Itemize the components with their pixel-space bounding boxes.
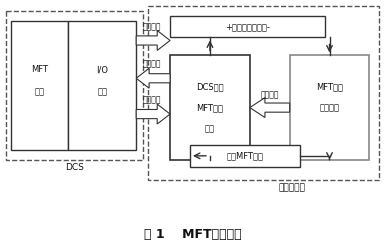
Text: 硬跳闸回路: 硬跳闸回路 (278, 183, 305, 192)
Text: 就地设备: 就地设备 (143, 22, 161, 31)
Bar (148, 6, 379, 180)
Text: 图 1    MFT跳闸回路: 图 1 MFT跳闸回路 (144, 228, 242, 241)
Bar (190, 145, 300, 167)
Text: I/O: I/O (96, 65, 108, 74)
Bar (6, 11, 143, 160)
Text: 就地信号: 就地信号 (143, 60, 161, 69)
Text: 就地设备: 就地设备 (261, 90, 279, 99)
Text: DCS输出: DCS输出 (196, 82, 224, 91)
Text: 模件: 模件 (97, 87, 107, 96)
Text: MFT继电: MFT继电 (196, 103, 223, 112)
Polygon shape (136, 68, 170, 88)
Text: MFT跳闸: MFT跳闸 (316, 82, 343, 91)
Text: 继电器组: 继电器组 (320, 103, 340, 112)
Bar (290, 55, 369, 160)
Bar (170, 16, 325, 38)
Bar (170, 55, 250, 160)
Text: 控制输出: 控制输出 (143, 96, 161, 105)
Bar (11, 21, 68, 150)
Polygon shape (136, 104, 170, 124)
Text: +硬跳闸回路电源-: +硬跳闸回路电源- (225, 22, 270, 31)
Polygon shape (136, 30, 170, 50)
Text: 器组: 器组 (205, 124, 215, 133)
Text: DCS: DCS (65, 163, 84, 172)
Text: 手动MFT按钮: 手动MFT按钮 (226, 151, 263, 160)
Text: MFT: MFT (31, 65, 48, 74)
Polygon shape (250, 98, 290, 117)
Text: 逻辑: 逻辑 (35, 87, 44, 96)
Bar (68, 21, 136, 150)
